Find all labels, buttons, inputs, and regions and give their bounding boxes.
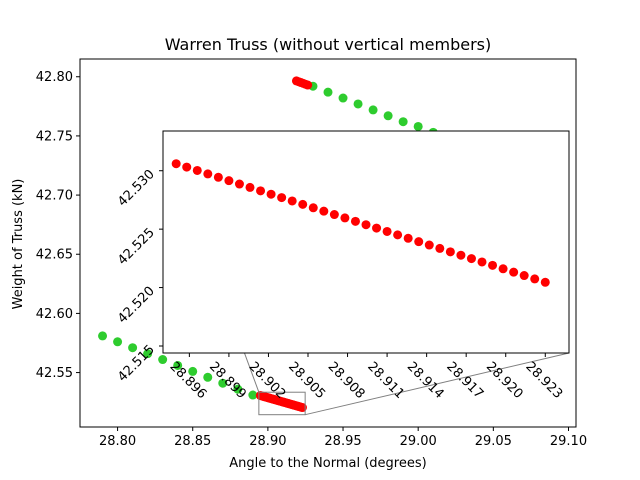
green-data-point (413, 121, 423, 131)
inset-red-data-point (192, 165, 202, 175)
green-data-point (158, 355, 168, 365)
x-axis-label: Angle to the Normal (degrees) (229, 456, 426, 471)
inset-red-data-point (477, 257, 487, 267)
inset-red-data-point (540, 277, 550, 287)
y-tick-label: 42.60 (36, 307, 73, 322)
red-data-point (303, 80, 313, 90)
y-tick-label: 42.80 (36, 70, 73, 85)
inset-red-data-point (319, 206, 329, 216)
inset-red-data-point (488, 260, 498, 270)
green-data-point (203, 372, 213, 382)
green-data-point (353, 99, 363, 109)
green-data-point (398, 117, 408, 127)
green-data-point (188, 366, 198, 376)
green-data-point (218, 378, 228, 388)
x-tick-label: 28.80 (99, 434, 136, 449)
x-tick-label: 29.10 (550, 434, 587, 449)
inset-red-data-point (456, 250, 466, 260)
inset-red-data-point (466, 254, 476, 264)
inset-red-data-point (498, 264, 508, 274)
green-data-point (98, 331, 108, 341)
inset-red-data-point (182, 162, 192, 172)
inset-red-data-point (445, 247, 455, 257)
y-tick-label: 42.65 (36, 248, 73, 263)
inset-red-data-point (234, 179, 244, 189)
inset-red-data-point (350, 216, 360, 226)
inset-red-data-point (298, 199, 308, 209)
inset-plot-frame (162, 130, 570, 354)
inset-red-data-point (203, 169, 213, 179)
main-plot-frame (79, 58, 577, 428)
inset-red-data-point (224, 176, 234, 186)
y-tick-label: 42.70 (36, 189, 73, 204)
inset-red-data-point (171, 159, 181, 169)
green-data-point (383, 111, 393, 121)
inset-red-data-point (403, 233, 413, 243)
green-data-point (143, 349, 153, 359)
y-tick-label: 42.75 (36, 129, 73, 144)
green-data-point (338, 93, 348, 103)
inset-red-data-point (308, 203, 318, 213)
y-axis-label: Weight of Truss (kN) (11, 179, 26, 310)
main-plot-area: 28.80 28.85 28.90 28.95 29.00 29.05 29.10 42.55… (36, 58, 587, 449)
green-data-point (368, 105, 378, 115)
inset-red-data-point (435, 243, 445, 253)
zoom-region-box (258, 391, 306, 416)
green-data-point (128, 343, 138, 353)
inset-red-data-point (256, 186, 266, 196)
inset-red-data-point (519, 271, 529, 281)
inset-red-data-point (393, 230, 403, 240)
inset-red-data-point (414, 237, 424, 247)
green-data-point (248, 390, 258, 400)
inset-red-data-point (530, 274, 540, 284)
green-data-point (173, 360, 183, 370)
inset-red-data-point (277, 193, 287, 203)
inset-red-data-point (213, 172, 223, 182)
chart-title: Warren Truss (without vertical members) (165, 35, 491, 54)
inset-red-data-point (245, 182, 255, 192)
inset-red-data-point (287, 196, 297, 206)
x-tick-label: 29.05 (475, 434, 512, 449)
x-tick-label: 28.90 (249, 434, 286, 449)
x-tick-label: 28.85 (174, 434, 211, 449)
inset-red-data-point (382, 226, 392, 236)
y-tick-label: 42.55 (36, 366, 73, 381)
inset-red-data-point (372, 223, 382, 233)
zoom-connector-line (305, 352, 570, 416)
inset-red-data-point (424, 240, 434, 250)
x-tick-label: 29.00 (400, 434, 437, 449)
inset-red-data-point (266, 189, 276, 199)
inset-red-data-point (361, 220, 371, 230)
green-data-point (113, 337, 123, 347)
green-data-point (323, 87, 333, 97)
inset-red-data-point (329, 210, 339, 220)
green-data-point (233, 384, 243, 394)
x-tick-label: 28.95 (324, 434, 361, 449)
inset-red-data-point (509, 267, 519, 277)
inset-red-data-point (340, 213, 350, 223)
